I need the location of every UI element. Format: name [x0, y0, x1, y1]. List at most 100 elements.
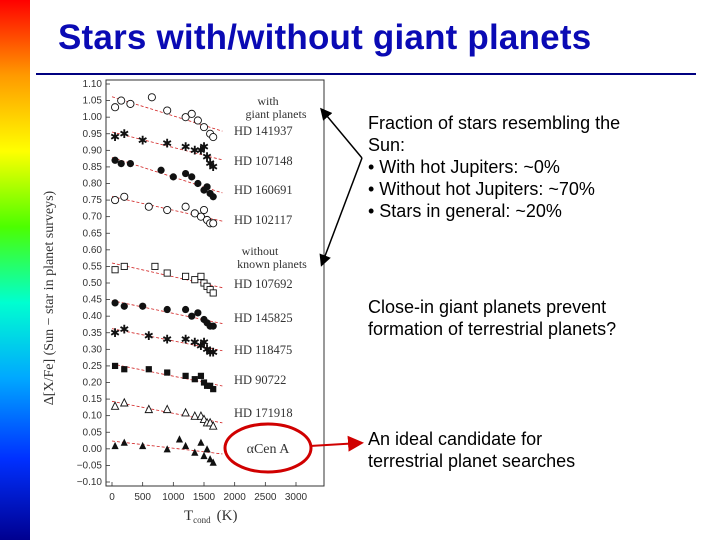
data-point [197, 438, 205, 446]
data-point: ✱ [181, 140, 191, 154]
note-line: formation of terrestrial planets? [368, 319, 617, 339]
data-point [188, 173, 196, 181]
data-point: ✱ [208, 160, 218, 174]
data-point [126, 99, 135, 108]
data-point [207, 382, 214, 389]
data-point [200, 451, 208, 460]
group-label-with-1: with [257, 94, 278, 108]
group-label-with-2: giant planets [246, 107, 307, 121]
alpha-cen-label: αCen A [247, 442, 291, 457]
y-tick-label: 0.15 [83, 394, 103, 405]
data-point [203, 183, 211, 191]
star-label: HD 102117 [234, 213, 292, 227]
data-point [139, 441, 147, 450]
ideal-candidate-note: An ideal candidate for terrestrial plane… [368, 428, 713, 472]
data-point: ✱ [196, 143, 206, 157]
data-point [117, 160, 125, 168]
data-point [181, 407, 190, 417]
data-point [169, 173, 177, 181]
data-point [139, 302, 147, 310]
data-point [164, 369, 171, 376]
data-point: ✱ [199, 336, 209, 350]
note-bullet: • Without hot Jupiters: ~70% [368, 179, 595, 199]
y-tick-label: 0.25 [83, 361, 103, 372]
data-point [191, 376, 198, 383]
data-point [163, 305, 171, 314]
data-point: ✱ [202, 342, 212, 356]
y-tick-label: 1.10 [83, 79, 103, 90]
star-label: HD 90722 [234, 373, 286, 387]
y-tick-label: 0.05 [83, 427, 103, 438]
data-point [199, 123, 209, 132]
arrow-alpha-cen [309, 435, 364, 452]
data-point [120, 192, 129, 201]
y-axis-label: Δ[X/Fe] (Sun − star in planet surveys) [42, 190, 57, 405]
data-point [210, 386, 217, 393]
data-point: ✱ [181, 332, 191, 346]
y-tick-label: 0.55 [83, 261, 103, 272]
star-label: HD 160691 [234, 183, 293, 197]
y-tick-label: 1.00 [83, 112, 103, 123]
y-tick-label: 0.70 [83, 212, 103, 223]
y-tick-label: 0.10 [83, 411, 103, 422]
data-point [209, 193, 217, 201]
y-tick-label: 0.50 [83, 278, 103, 289]
data-point [111, 266, 119, 274]
arrow-without-planets [319, 157, 363, 267]
x-axis-unit: (K) [217, 508, 238, 524]
data-point [182, 169, 190, 178]
x-tick-label: 2500 [254, 492, 277, 503]
data-point: ✱ [144, 329, 154, 343]
star-label: HD 145825 [234, 311, 293, 325]
x-tick-label: 2000 [224, 492, 247, 503]
data-point [203, 445, 211, 453]
data-point [191, 448, 199, 456]
x-axis-label-main: T [184, 508, 193, 524]
data-point [120, 438, 128, 446]
color-gradient-sidebar [0, 0, 30, 540]
star-label: HD 107148 [234, 154, 293, 168]
y-tick-label: 0.95 [83, 129, 103, 140]
group-label-without-2: known planets [237, 257, 307, 271]
group-label-without-1: without [242, 244, 279, 258]
data-point [196, 212, 205, 221]
data-point [209, 289, 217, 297]
data-point [187, 109, 196, 118]
data-point [193, 116, 202, 125]
data-point [209, 219, 218, 228]
data-point [163, 205, 172, 215]
note-bullet: • With hot Jupiters: ~0% [368, 157, 560, 177]
data-point [111, 362, 119, 370]
data-point [111, 156, 119, 164]
data-point: ✱ [196, 339, 206, 353]
data-point [163, 106, 172, 115]
data-point [182, 272, 190, 280]
x-tick-label: 1500 [193, 492, 216, 503]
data-point [111, 441, 119, 450]
data-point: ✱ [119, 322, 129, 336]
abundance-figure: Δ[X/Fe] (Sun − star in planet surveys) 1… [42, 79, 325, 525]
data-point [208, 421, 218, 430]
data-point: ✱ [190, 336, 200, 350]
data-point [209, 458, 217, 466]
note-line: Fraction of stars resembling the [368, 113, 621, 133]
data-point [209, 133, 218, 142]
data-point: ✱ [199, 140, 209, 154]
x-tick-label: 500 [134, 492, 151, 503]
data-point [120, 262, 128, 270]
data-point: ✱ [162, 137, 172, 151]
data-point: ✱ [110, 326, 120, 340]
data-point [190, 209, 199, 218]
data-point: ✱ [208, 346, 218, 360]
y-tick-label: 0.35 [83, 328, 103, 339]
fraction-of-stars-note: Fraction of stars resembling the Sun: • … [368, 112, 713, 222]
data-point [194, 309, 202, 317]
data-point [190, 411, 200, 420]
note-line: Close-in giant planets prevent [368, 297, 607, 317]
data-point [145, 366, 152, 373]
data-point [188, 312, 196, 320]
y-tick-label: 0.30 [83, 344, 103, 355]
trend-line [111, 131, 223, 161]
note-bullet: • Stars in general: ~20% [368, 201, 562, 221]
